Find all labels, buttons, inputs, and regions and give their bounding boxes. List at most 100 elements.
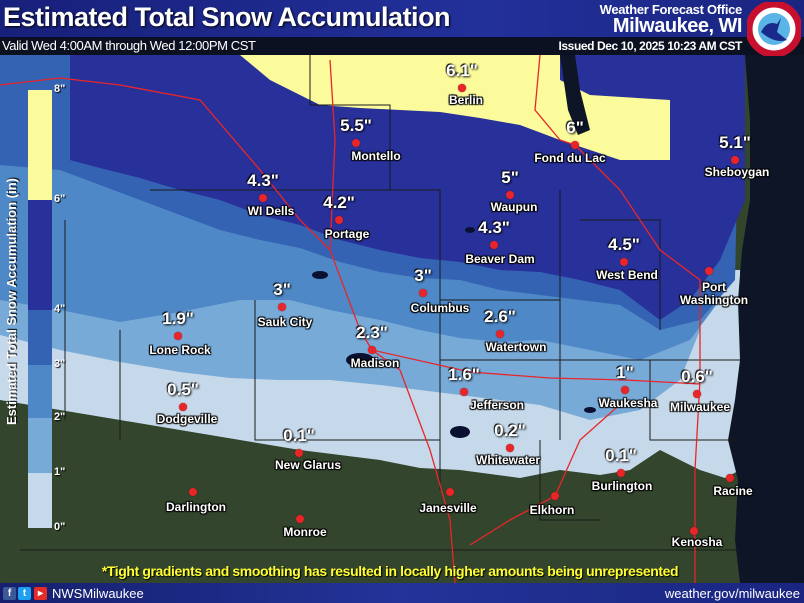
legend-tick-label: 0" (54, 521, 66, 533)
snow-amount-label: 2.3" (356, 323, 388, 342)
snow-amount-label: 4.3" (247, 171, 279, 190)
page-title: Estimated Total Snow Accumulation (3, 2, 451, 32)
snow-amount-label: 5" (501, 168, 519, 187)
valid-period: Valid Wed 4:00AM through Wed 12:00PM CST (2, 38, 256, 53)
snow-amount-label: 0.5" (167, 380, 199, 399)
city-marker (189, 488, 197, 496)
city-marker (506, 191, 514, 199)
lakes (312, 227, 596, 438)
city-name: Jefferson (469, 398, 525, 412)
city-marker (179, 403, 187, 411)
snow-amount-label: 3" (414, 266, 432, 285)
city-marker (368, 346, 376, 354)
city-name: Elkhorn (529, 503, 575, 517)
city-name: Darlington (166, 500, 226, 514)
city-marker (352, 139, 360, 147)
legend-bin (28, 90, 52, 200)
snow-amount-label: 5.5" (340, 116, 372, 135)
city-name: Burlington (591, 479, 653, 493)
office-name: Milwaukee, WI (612, 15, 743, 37)
city-marker (446, 488, 454, 496)
snow-amount-label: 4.2" (323, 193, 355, 212)
legend-tick-label: 8" (54, 83, 66, 95)
city-name: Janesville (419, 501, 477, 515)
snow-amount-label: 1.6" (448, 365, 480, 384)
snow-amount-label: 4.3" (478, 218, 510, 237)
subheader-bar (0, 37, 804, 55)
city-marker (693, 390, 701, 398)
facebook-icon[interactable]: f (3, 587, 16, 600)
snow-amount-label: 6" (566, 118, 584, 137)
city-marker (726, 474, 734, 482)
social-handle[interactable]: NWSMilwaukee (52, 586, 144, 601)
city-marker (731, 156, 739, 164)
city-marker (496, 330, 504, 338)
city-name: Columbus (410, 301, 470, 315)
city-name: Waupun (490, 200, 538, 214)
legend-bin (28, 473, 52, 528)
legend-bin (28, 418, 52, 473)
city-name: Berlin (448, 93, 484, 107)
city-marker (571, 141, 579, 149)
city-marker (335, 216, 343, 224)
city-name: Whitewater (475, 453, 541, 467)
city-marker (174, 332, 182, 340)
legend-bin (28, 200, 52, 310)
legend-tick-label: 6" (54, 193, 66, 205)
twitter-icon[interactable]: t (18, 587, 31, 600)
snow-amount-label: 0.1" (283, 426, 315, 445)
footer-bar (0, 583, 804, 603)
city-name: Beaver Dam (465, 252, 535, 266)
snow-amount-label: 4.5" (608, 235, 640, 254)
header-bar (0, 0, 804, 38)
city-name: Waukesha (598, 396, 658, 410)
nws-logo (747, 2, 801, 56)
city-marker (295, 449, 303, 457)
city-marker (705, 267, 713, 275)
city-name: New Glarus (274, 458, 342, 472)
snow-amount-label: 5.1" (719, 133, 751, 152)
city-name: Sheboygan (704, 165, 770, 179)
youtube-icon[interactable]: ▸ (34, 587, 47, 600)
legend-bin (28, 365, 52, 418)
city-name: Dodgeville (156, 412, 218, 426)
snow-amount-label: 0.6" (681, 367, 713, 386)
city-marker (460, 388, 468, 396)
legend-tick-label: 3" (54, 358, 66, 370)
snow-amount-label: 1" (616, 363, 634, 382)
county-boundaries (20, 55, 740, 551)
city-marker (551, 492, 559, 500)
issued-time: Issued Dec 10, 2025 10:23 AM CST (558, 39, 742, 53)
city-name: West Bend (596, 268, 658, 282)
city-name: Montello (351, 149, 401, 163)
city-marker (617, 469, 625, 477)
office-label: Weather Forecast Office (599, 2, 743, 17)
city-name: Watertown (485, 340, 547, 354)
snow-amount-label: 0.1" (605, 446, 637, 465)
city-marker (690, 527, 698, 535)
city-name: Lone Rock (149, 343, 211, 357)
city-marker (419, 289, 427, 297)
lake-michigan (728, 55, 804, 583)
city-marker (296, 515, 304, 523)
disclaimer-note: *Tight gradients and smoothing has resul… (101, 563, 679, 579)
city-marker (278, 303, 286, 311)
snow-amount-label: 3" (273, 280, 291, 299)
website-link[interactable]: weather.gov/milwaukee (664, 586, 800, 601)
city-marker (490, 241, 498, 249)
city-marker (620, 258, 628, 266)
green-bay (560, 55, 590, 135)
city-name: Monroe (283, 525, 327, 539)
city-marker (458, 84, 466, 92)
legend-tick-label: 2" (54, 411, 66, 423)
city-marker (506, 444, 514, 452)
city-name: Milwaukee (669, 400, 731, 414)
legend-tick-label: 4" (54, 303, 66, 315)
city-name: Fond du Lac (534, 151, 606, 165)
city-name: Madison (350, 356, 400, 370)
city-name: Racine (713, 484, 753, 498)
zone-6-8 (240, 55, 670, 160)
legend-tick-label: 1" (54, 466, 66, 478)
snow-amount-label: 6.1" (446, 61, 478, 80)
city-name: Port Washington (679, 280, 749, 307)
